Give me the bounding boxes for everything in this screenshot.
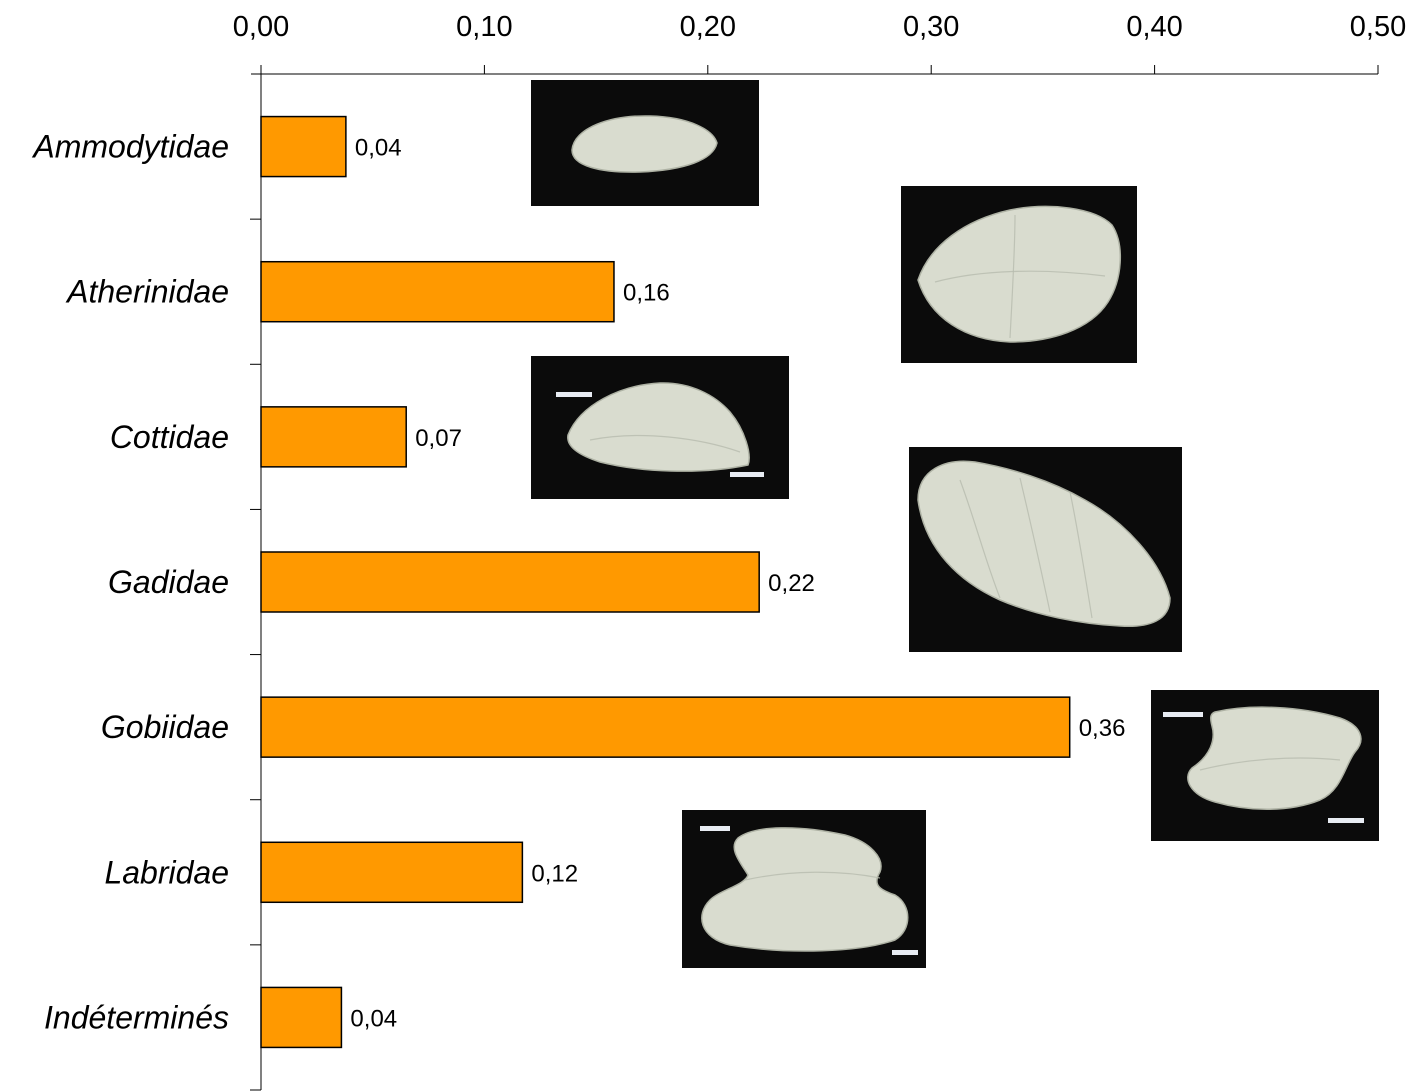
bar-labridae	[260, 841, 524, 904]
x-axis-ticks: 0,00 0,10 0,20 0,30 0,40 0,50	[233, 11, 1406, 74]
value-labels: 0,04 0,16 0,07 0,22 0,36 0,12 0,04	[350, 135, 1125, 1033]
category-label: Labridae	[104, 854, 229, 890]
category-label: Cottidae	[110, 419, 229, 455]
x-tick-label: 0,20	[680, 11, 736, 43]
value-label: 0,04	[355, 135, 402, 162]
value-label: 0,36	[1079, 715, 1126, 742]
category-label: Gobiidae	[101, 709, 229, 745]
bar-gadidae	[260, 551, 760, 613]
x-tick-label: 0,00	[233, 11, 289, 43]
bar-atherinidae	[260, 260, 615, 323]
category-label: Ammodytidae	[31, 129, 229, 165]
x-tick-label: 0,40	[1126, 11, 1182, 43]
photo-labridae	[682, 810, 926, 968]
category-labels: Ammodytidae Atherinidae Cottidae Gadidae Gob…	[31, 129, 229, 1036]
bars	[260, 115, 1071, 1049]
y-axis-ticks	[250, 218, 261, 1091]
otolith-photos	[531, 80, 1379, 968]
photo-gadidae	[909, 447, 1182, 652]
value-label: 0,04	[350, 1005, 397, 1032]
category-label: Indéterminés	[44, 999, 229, 1035]
photo-cottidae	[531, 356, 789, 499]
bar-ammodytidae	[260, 115, 347, 178]
bar-indéterminés	[260, 986, 343, 1049]
bar-cottidae	[260, 406, 407, 468]
value-label: 0,22	[768, 570, 815, 597]
category-label: Gadidae	[108, 564, 229, 600]
value-label: 0,12	[531, 860, 578, 887]
photo-gobiidae	[1151, 690, 1379, 841]
bar-gobiidae	[260, 696, 1071, 758]
value-label: 0,16	[623, 280, 670, 307]
x-tick-label: 0,30	[903, 11, 959, 43]
value-label: 0,07	[415, 425, 462, 452]
photo-ammodytidae	[531, 80, 759, 206]
x-tick-label: 0,50	[1350, 11, 1406, 43]
photo-atherinidae	[901, 186, 1137, 363]
category-label: Atherinidae	[65, 274, 229, 310]
x-tick-label: 0,10	[456, 11, 512, 43]
